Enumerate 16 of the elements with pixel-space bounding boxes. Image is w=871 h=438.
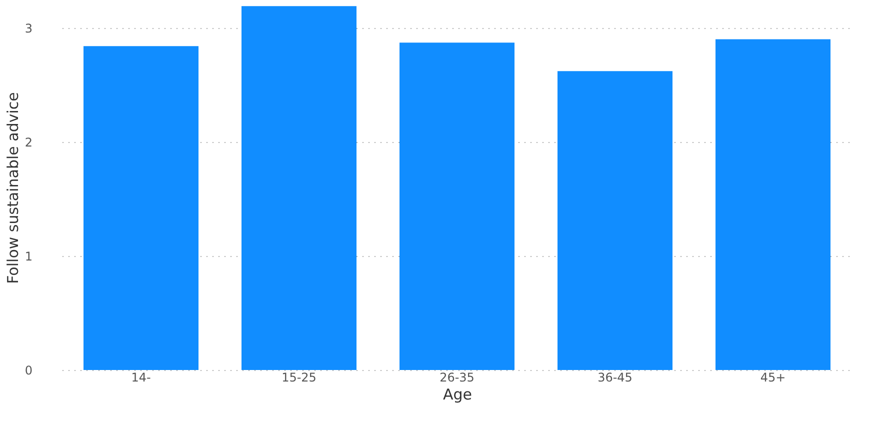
y-tick-label: 3 (24, 21, 32, 36)
bar (558, 71, 672, 370)
y-tick-label: 0 (24, 364, 32, 378)
y-tick-label: 2 (24, 135, 32, 150)
x-axis-title: Age (442, 386, 472, 404)
bar (716, 39, 830, 370)
bar (84, 46, 198, 370)
x-tick-label: 45+ (760, 370, 786, 384)
x-tick-label: 15-25 (282, 370, 316, 384)
x-tick-label: 36-45 (598, 370, 632, 384)
y-axis-title: Follow sustainable advice (4, 92, 22, 284)
bar (400, 42, 514, 370)
y-tick-label: 1 (24, 249, 32, 264)
bar (242, 6, 356, 370)
x-tick-label: 26-35 (440, 370, 474, 384)
x-tick-label: 14- (131, 370, 151, 384)
